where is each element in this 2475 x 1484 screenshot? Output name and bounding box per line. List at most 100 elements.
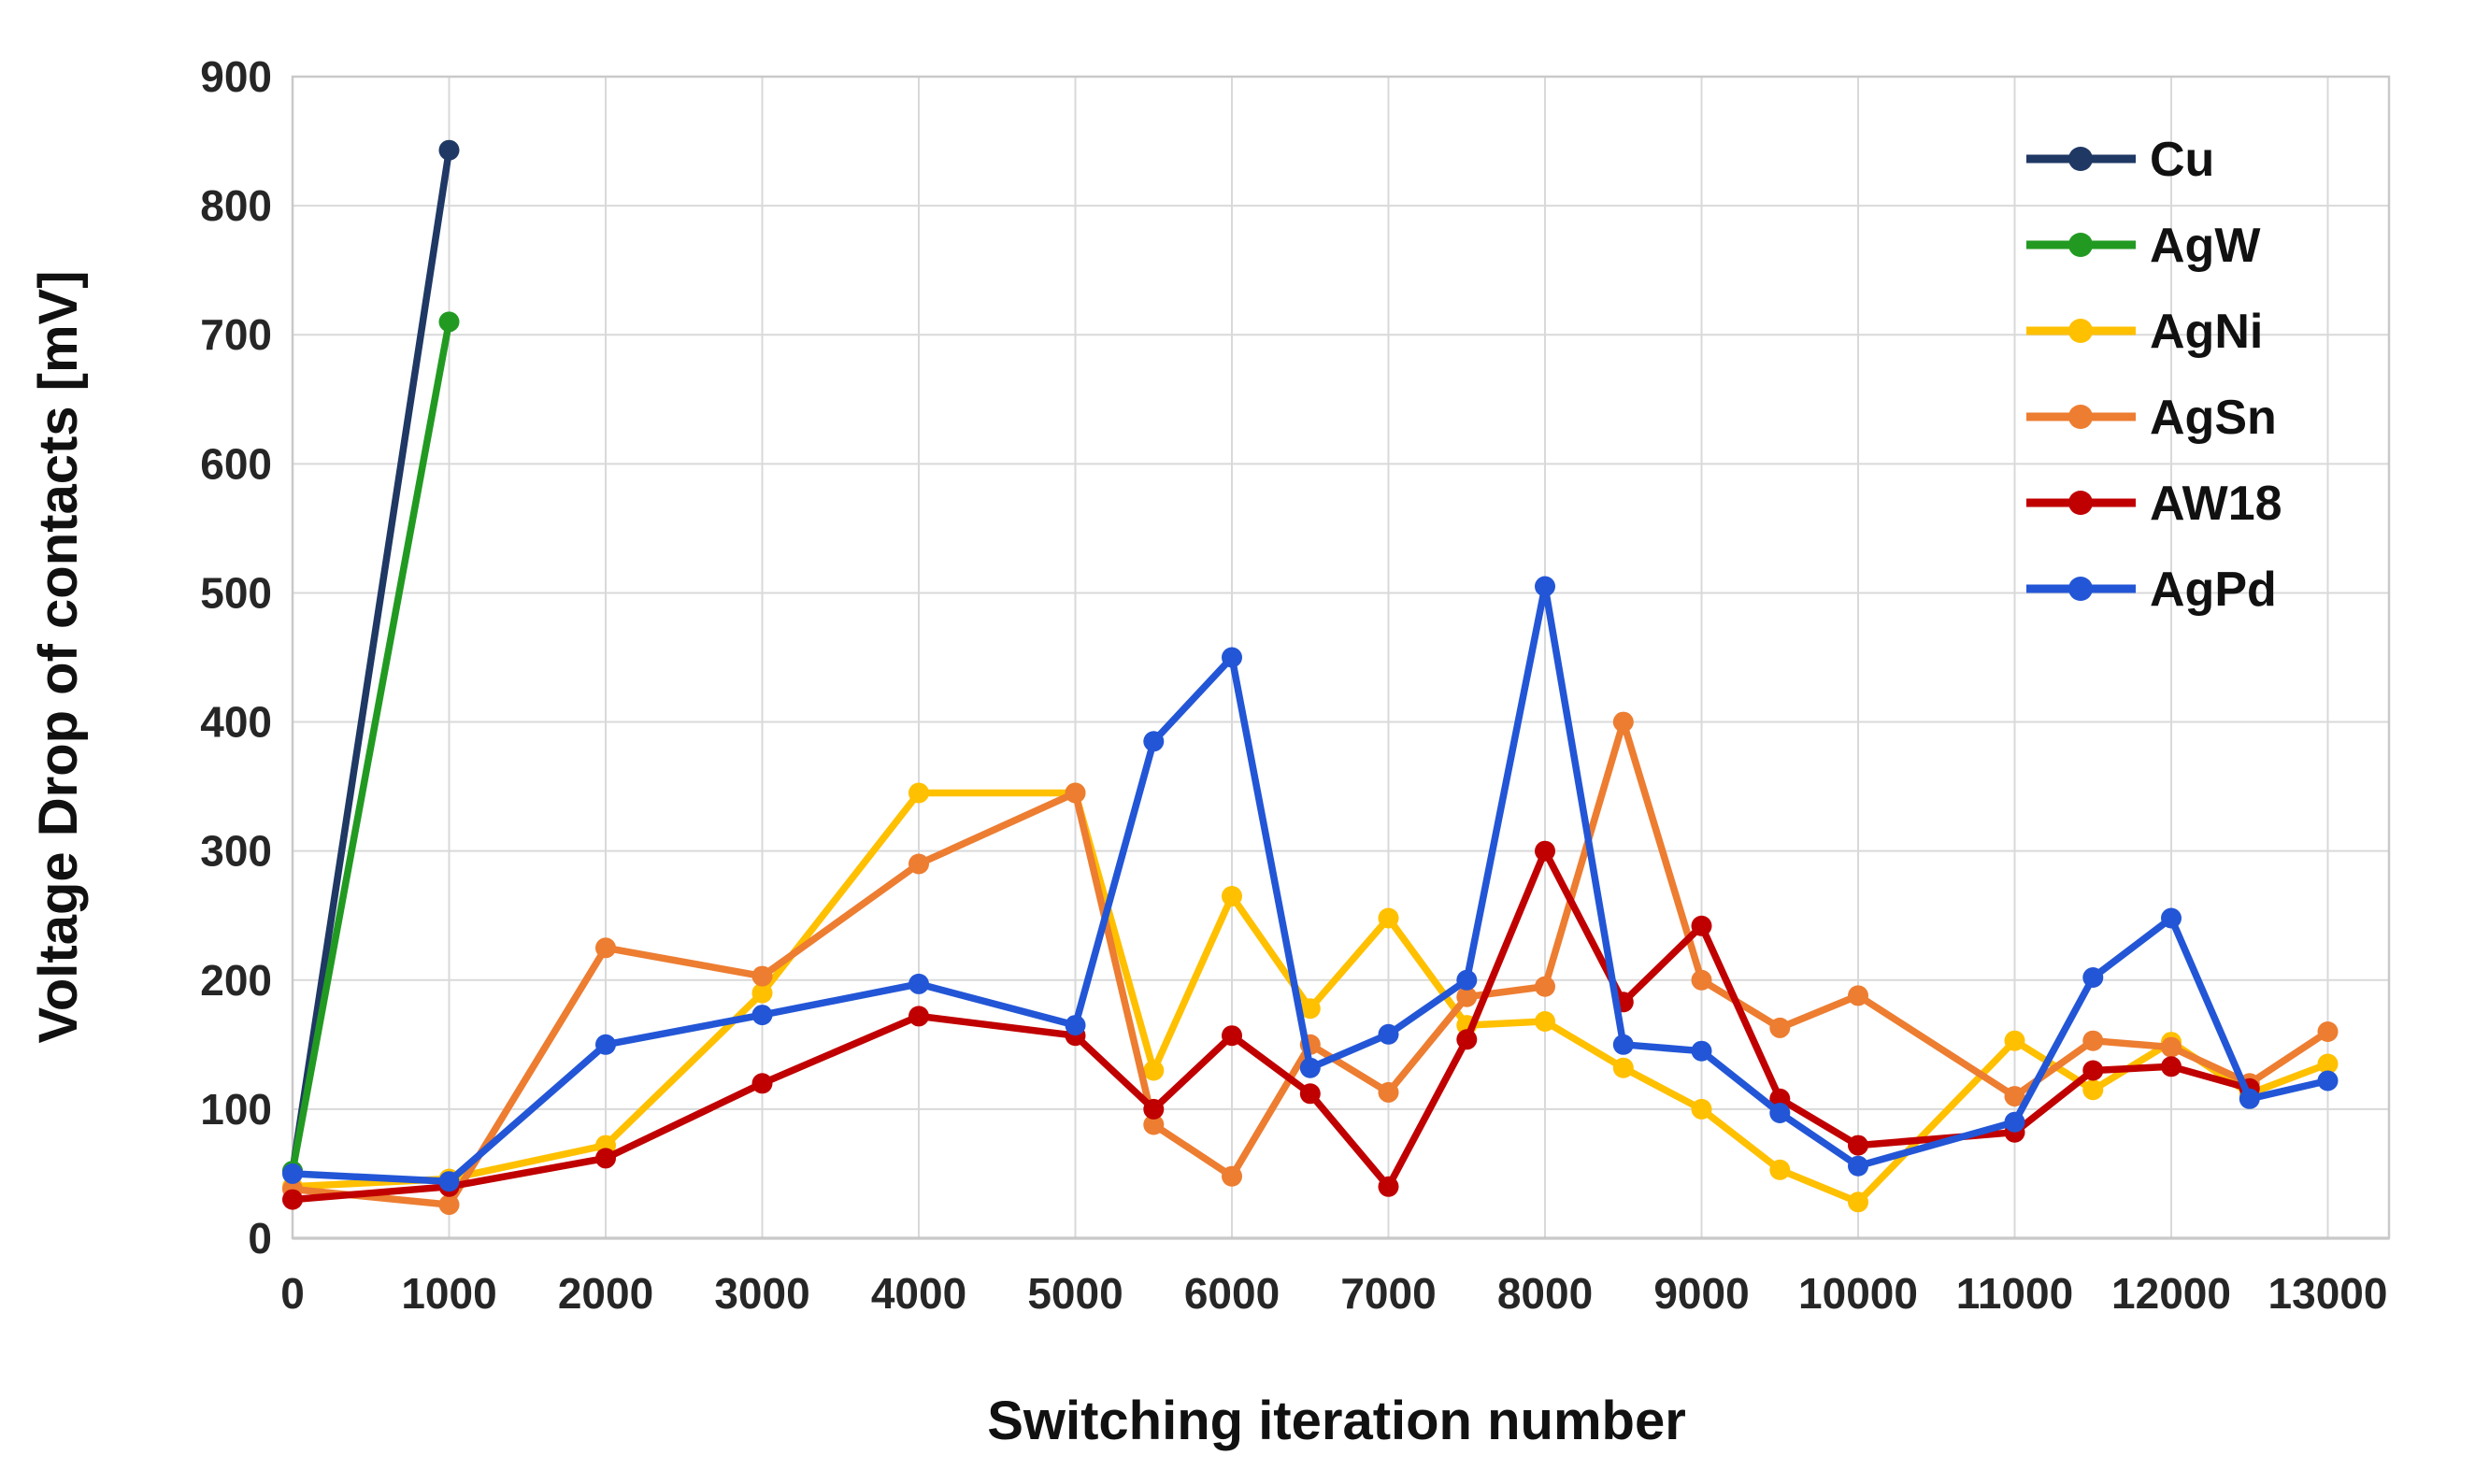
series-layer [282,139,2339,1216]
x-axis-title: Switching iteration number [987,1391,1686,1451]
data-point-AgNi [1299,998,1321,1020]
x-tick-label: 1000 [401,1269,496,1318]
data-point-AgNi [908,782,929,804]
data-point-AgPd [2082,967,2104,988]
data-point-AgSn [1535,976,1555,997]
data-point-AW18 [2161,1056,2182,1077]
data-point-AgSn [2004,1086,2025,1107]
data-point-AgNi [1535,1011,1555,1032]
x-tick-label: 12000 [2111,1269,2231,1318]
y-tick-label: 400 [200,698,272,747]
data-point-AgPd [1378,1023,1399,1045]
plot-border [291,75,2391,1240]
data-point-AW18 [1456,1029,1478,1050]
legend-label-AgW: AgW [2150,219,2261,273]
data-point-AgNi [1143,1060,1165,1081]
legend-item-AgW: AgW [2026,219,2261,273]
data-point-AgPd [1299,1057,1321,1078]
x-tick-label: 10000 [1798,1269,1918,1318]
data-point-AW18 [1299,1083,1321,1105]
data-point-AW18 [908,1006,929,1027]
data-point-AgPd [1848,1155,1868,1177]
data-point-AgSn [1456,986,1478,1007]
legend-label-AgSn: AgSn [2150,391,2277,445]
legend-label-AW18: AW18 [2150,477,2282,531]
y-tick-label: 0 [248,1214,272,1263]
data-point-AgSn [1143,1114,1165,1135]
legend-marker-AgSn [2068,405,2093,429]
series-AgNi [282,782,2339,1213]
legend-item-AW18: AW18 [2026,477,2282,531]
x-tick-label: 8000 [1497,1269,1593,1318]
data-point-AgW [438,311,460,333]
x-tick-label: 7000 [1340,1269,1436,1318]
data-point-AW18 [1691,915,1712,936]
data-point-AgPd [1691,1040,1712,1062]
data-point-AW18 [1848,1134,1868,1156]
legend-marker-AW18 [2068,491,2093,515]
x-tick-label: 9000 [1653,1269,1749,1318]
y-tick-label: 900 [200,52,272,101]
data-point-AgSn [1691,969,1712,991]
data-point-AgNi [1222,886,1242,906]
data-point-AgPd [1143,731,1165,752]
data-point-AgSn [2161,1036,2182,1058]
series-line-AW18 [289,847,2253,1204]
data-point-AW18 [1535,840,1555,862]
y-tick-label: 700 [200,310,272,359]
legend-marker-AgW [2068,233,2093,257]
y-tick-label: 800 [200,181,272,230]
data-point-AgNi [1769,1159,1791,1180]
legend-label-AgPd: AgPd [2150,563,2277,617]
data-point-AgNi [1691,1098,1712,1120]
data-point-AgNi [2004,1030,2025,1051]
y-axis-title: Voltage Drop of contacts [mV] [28,270,89,1043]
data-point-AW18 [1222,1025,1242,1047]
series-line-Cu [289,146,453,1175]
legend-label-AgNi: AgNi [2150,305,2263,359]
data-point-AgPd [1535,576,1555,597]
data-point-AgPd [438,1171,460,1192]
series-AgSn [282,711,2339,1216]
data-point-AgNi [1848,1191,1868,1213]
x-tick-label: 11000 [1956,1269,2073,1318]
data-point-AgPd [1769,1103,1791,1123]
data-point-AgNi [1378,907,1399,929]
data-point-AgSn [908,853,929,875]
y-tick-label: 100 [200,1085,272,1134]
data-point-AgPd [2317,1070,2339,1092]
legend-marker-AgNi [2068,319,2093,343]
data-point-AW18 [1378,1176,1399,1197]
data-point-AgSn [1612,711,1634,733]
data-point-AgSn [1769,1017,1791,1038]
data-point-AgNi [1612,1057,1634,1078]
x-tick-label: 13000 [2268,1269,2388,1318]
data-point-AgSn [2317,1021,2339,1042]
y-tick-label: 300 [200,827,272,876]
data-point-AgSn [1065,782,1086,804]
data-point-AgSn [2082,1030,2104,1051]
data-point-AgNi [751,982,773,1004]
legend-label-Cu: Cu [2150,133,2214,187]
legend: Cu AgW AgNi AgSn AW18 AgPd [2026,133,2282,617]
x-tick-label: 6000 [1184,1269,1280,1318]
data-point-AgSn [1848,985,1868,1006]
data-point-AgPd [1612,1034,1634,1055]
x-tick-label: 5000 [1027,1269,1123,1318]
series-Cu [282,139,460,1182]
legend-marker-AgPd [2068,577,2093,601]
data-point-AW18 [282,1189,303,1210]
y-tick-label: 600 [200,439,272,488]
data-point-AgSn [595,937,616,959]
x-tick-label: 4000 [871,1269,966,1318]
data-point-AgPd [1065,1015,1086,1036]
data-point-AgNi [2082,1079,2104,1101]
legend-item-AgSn: AgSn [2026,391,2277,445]
data-point-AW18 [751,1073,773,1094]
x-tick-label: 0 [280,1269,305,1318]
data-point-AgPd [751,1005,773,1026]
x-tick-label: 2000 [558,1269,653,1318]
